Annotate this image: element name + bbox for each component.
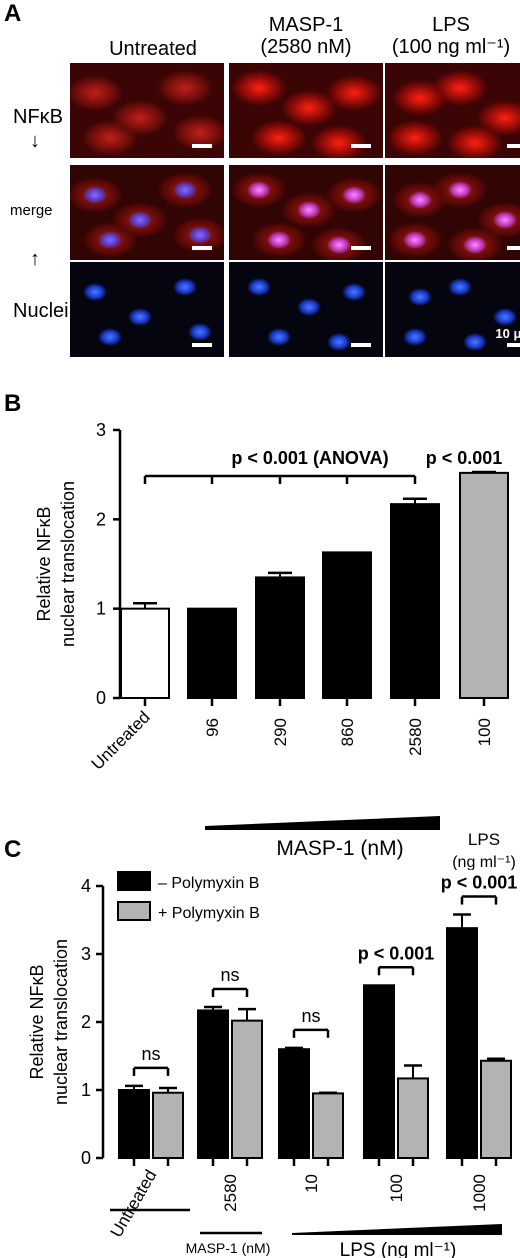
anova-annotation: p < 0.001 (ANOVA) <box>231 448 388 468</box>
lps-annotation: p < 0.001 <box>426 448 503 468</box>
y-tick-label: 0 <box>96 688 106 708</box>
bar <box>197 1009 229 1159</box>
bar <box>152 1091 184 1159</box>
column-header-line: (2580 nM) <box>260 36 352 58</box>
bar <box>278 1048 310 1159</box>
lps-group-label: LPS (ng ml⁻¹) <box>340 1240 457 1258</box>
column-header-line: (100 ng ml⁻¹) <box>391 36 511 58</box>
micrograph-image <box>385 63 520 158</box>
bar <box>363 984 395 1159</box>
micrograph-image <box>229 262 383 357</box>
y-tick-label: 0 <box>81 1148 91 1168</box>
scale-bar <box>351 144 371 148</box>
y-tick-label: 2 <box>81 1012 91 1032</box>
bar <box>312 1092 344 1159</box>
legend-swatch <box>117 871 151 891</box>
bar <box>397 1077 429 1159</box>
micrograph-image <box>70 262 224 357</box>
x-tick-label: Untreated <box>107 1167 161 1241</box>
y-tick-label: 3 <box>81 944 91 964</box>
micrograph-image <box>385 165 520 260</box>
masp-group-label: MASP-1 (nM) <box>186 1240 271 1256</box>
x-tick-label: 96 <box>203 718 222 737</box>
lps-unit-label: (ng ml⁻¹) <box>452 854 516 870</box>
micrograph-image <box>70 63 224 158</box>
x-tick-label: 290 <box>271 718 290 746</box>
y-axis-label-line1: Relative NFκB <box>27 964 47 1079</box>
bar <box>231 1019 263 1159</box>
scale-bar <box>507 343 520 347</box>
y-axis-label-line2: nuclear translocation <box>51 939 71 1105</box>
scale-bar <box>192 144 212 148</box>
lps-gradient-wedge <box>292 1224 502 1235</box>
row-label-nfkb: NFκB <box>13 106 63 128</box>
arrow-up-icon: ↑ <box>30 248 40 270</box>
y-tick-label: 1 <box>81 1080 91 1100</box>
bar <box>187 607 237 700</box>
row-label-nuclei: Nuclei <box>13 300 69 322</box>
comparison-label: p < 0.001 <box>358 943 435 963</box>
bar <box>459 471 509 699</box>
y-axis-label-line1: Relative NFκB <box>34 506 54 621</box>
panel-a-letter: A <box>4 0 22 27</box>
micrograph-image <box>229 63 383 158</box>
bar <box>390 503 440 699</box>
bar <box>480 1059 512 1159</box>
micrograph-image <box>229 165 383 260</box>
x-tick-label: 100 <box>475 718 494 746</box>
arrow-down-icon: ↓ <box>30 130 40 152</box>
y-tick-label: 2 <box>96 509 106 529</box>
micrograph-image: 10 μm <box>385 262 520 357</box>
column-header-masp: MASP-1 (2580 nM) <box>229 14 383 58</box>
scale-bar <box>192 343 212 347</box>
comparison-label: p < 0.001 <box>441 873 518 893</box>
scale-bar <box>507 144 520 148</box>
bar <box>446 927 478 1159</box>
legend-label: + Polymyxin B <box>158 905 260 922</box>
y-tick-label: 3 <box>96 420 106 440</box>
masp-gradient-wedge <box>205 816 440 830</box>
panel-b-letter: B <box>4 390 22 417</box>
masp-group-label: MASP-1 (nM) <box>276 837 403 860</box>
x-tick-label: Untreated <box>88 707 154 773</box>
comparison-label: ns <box>220 965 239 985</box>
x-tick-label: 100 <box>387 1174 406 1202</box>
bar <box>322 551 372 699</box>
chart-b: 0 1 2 3 Relative NFκB nuclear translocation Un… <box>34 420 516 870</box>
x-tick-label: 2580 <box>221 1174 240 1212</box>
scale-bar <box>192 246 212 250</box>
column-header-untreated: Untreated <box>83 38 223 60</box>
comparison-label: ns <box>301 1006 320 1026</box>
column-header-line: MASP-1 <box>268 14 344 36</box>
y-tick-label: 4 <box>81 876 91 896</box>
column-header-lps: LPS (100 ng ml⁻¹) <box>385 14 517 58</box>
x-tick-label: 10 <box>302 1174 321 1193</box>
x-tick-label: 1000 <box>470 1174 489 1212</box>
bar <box>120 607 170 700</box>
micrograph-image <box>70 165 224 260</box>
scale-bar-label: 10 μm <box>495 326 520 341</box>
scale-bar <box>507 246 520 250</box>
bar <box>118 1089 150 1159</box>
scale-bar <box>351 343 371 347</box>
scale-bar <box>351 246 371 250</box>
column-header-line: LPS <box>432 14 470 36</box>
panel-c-letter: C <box>4 836 22 863</box>
x-tick-label: 860 <box>338 718 357 746</box>
column-header-line: Untreated <box>109 38 197 60</box>
comparison-label: ns <box>141 1044 160 1064</box>
chart-c: 0 1 2 3 4 Relative NFκB nuclear translocation n… <box>27 871 518 1258</box>
x-tick-label: 2580 <box>406 718 425 756</box>
y-axis-label-line2: nuclear translocation <box>58 481 78 647</box>
legend-swatch <box>117 901 151 921</box>
y-tick-label: 1 <box>96 599 106 619</box>
legend-label: – Polymyxin B <box>158 875 259 892</box>
row-label-merge: merge <box>10 202 53 219</box>
bar <box>255 576 305 699</box>
lps-group-label: LPS <box>468 830 500 849</box>
